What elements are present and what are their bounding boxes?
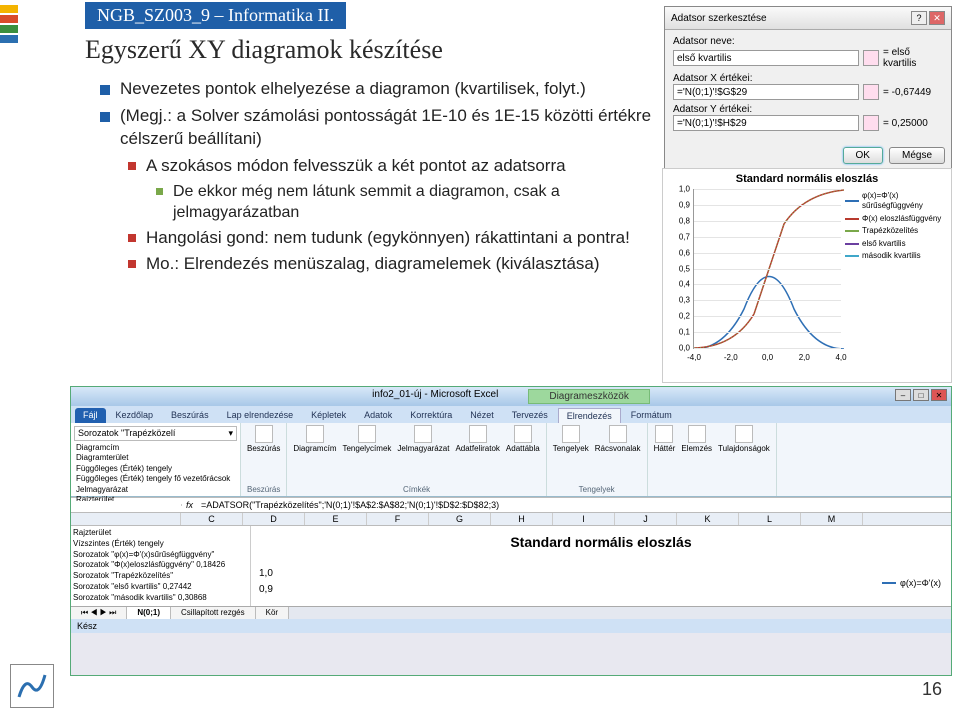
ribbon-tabs: Fájl KezdőlapBeszúrásLap elrendezéseKépl… bbox=[71, 406, 951, 423]
help-button[interactable]: ? bbox=[911, 11, 927, 25]
deco-bars bbox=[0, 5, 18, 45]
sheet-tab[interactable]: N(0;1) bbox=[127, 607, 171, 619]
chart-tools-tab: Diagrameszközök bbox=[528, 389, 649, 404]
ribbon-button[interactable]: Adatfeliratok bbox=[455, 425, 499, 453]
dialog-title: Adatsor szerkesztése bbox=[671, 13, 767, 24]
field-label: Adatsor X értékei: bbox=[673, 73, 761, 84]
chart-legend: φ(x)=Φ'(x) sűrűségfüggvényΦ(x) eloszlásf… bbox=[845, 191, 949, 263]
slide-title: Egyszerű XY diagramok készítése bbox=[85, 35, 443, 65]
eq-value: = első kvartilis bbox=[883, 47, 943, 69]
eq-value: = 0,25000 bbox=[883, 118, 943, 129]
chart-normal-dist: Standard normális eloszlás 1,00,90,80,70… bbox=[662, 168, 952, 383]
ribbon-button[interactable]: Adattábla bbox=[506, 425, 540, 453]
tab-file[interactable]: Fájl bbox=[75, 408, 106, 423]
range-picker-icon[interactable] bbox=[863, 50, 879, 66]
eq-value: = -0,67449 bbox=[883, 87, 943, 98]
maximize-button[interactable]: □ bbox=[913, 389, 929, 401]
chart-elements-panel: Sorozatok "Trapézközelí▾ DiagramcímDiagr… bbox=[71, 423, 241, 496]
range-picker-icon[interactable] bbox=[863, 115, 879, 131]
embedded-chart[interactable]: Standard normális eloszlás 1,00,9 φ(x)=Φ… bbox=[251, 526, 951, 606]
sheet-tab[interactable]: Kör bbox=[256, 607, 289, 619]
series-y-input[interactable] bbox=[673, 115, 859, 131]
tab-kezdőlap[interactable]: Kezdőlap bbox=[108, 408, 162, 423]
tab-tervezés[interactable]: Tervezés bbox=[504, 408, 556, 423]
cancel-button[interactable]: Mégse bbox=[889, 147, 945, 164]
tab-adatok[interactable]: Adatok bbox=[356, 408, 400, 423]
course-header: NGB_SZ003_9 – Informatika II. bbox=[85, 2, 346, 29]
ribbon-button[interactable]: Diagramcím bbox=[293, 425, 336, 453]
close-button[interactable]: ✕ bbox=[931, 389, 947, 401]
embedded-chart-yaxis: 1,00,9 bbox=[259, 566, 273, 598]
ribbon-group-insert: Beszúrás Beszúrás bbox=[241, 423, 287, 496]
bullet-text: (Megj.: a Solver számolási pontosságát 1… bbox=[120, 105, 660, 151]
group-label: Beszúrás bbox=[247, 485, 280, 494]
tab-formátum[interactable]: Formátum bbox=[623, 408, 680, 423]
ribbon-button[interactable]: Jelmagyarázat bbox=[397, 425, 449, 453]
tab-képletek[interactable]: Képletek bbox=[303, 408, 354, 423]
bullet-text: De ekkor még nem látunk semmit a diagram… bbox=[173, 181, 660, 224]
tab-beszúrás[interactable]: Beszúrás bbox=[163, 408, 217, 423]
chart-elements-list: RajzterületVízszintes (Érték) tengelySor… bbox=[71, 526, 251, 606]
field-label: Adatsor neve: bbox=[673, 36, 761, 47]
tab-korrektúra[interactable]: Korrektúra bbox=[402, 408, 460, 423]
grid: CDEFGHIJKLM RajzterületVízszintes (Érték… bbox=[71, 513, 951, 606]
bullet-text: Hangolási gond: nem tudunk (egykönnyen) … bbox=[146, 227, 630, 250]
group-label: Címkék bbox=[293, 485, 539, 494]
close-button[interactable]: ✕ bbox=[929, 11, 945, 25]
minimize-button[interactable]: – bbox=[895, 389, 911, 401]
formula-bar: fx =ADATSOR("Trapézközelítés";'N(0;1)'!$… bbox=[71, 497, 951, 513]
tab-nézet[interactable]: Nézet bbox=[462, 408, 502, 423]
bullet-text: Nevezetes pontok elhelyezése a diagramon… bbox=[120, 78, 586, 101]
ribbon: Sorozatok "Trapézközelí▾ DiagramcímDiagr… bbox=[71, 423, 951, 497]
status-bar: Kész bbox=[71, 619, 951, 633]
tab-elrendezés[interactable]: Elrendezés bbox=[558, 408, 621, 423]
excel-title: info2_01-új - Microsoft Excel bbox=[372, 389, 498, 404]
ribbon-button[interactable]: Tengelycímek bbox=[342, 425, 391, 453]
ribbon-group-axes: TengelyekRácsvonalak Tengelyek bbox=[547, 423, 648, 496]
name-box[interactable] bbox=[72, 504, 182, 506]
sheet-nav[interactable]: ⏮ ◀ ▶ ⏭ bbox=[71, 607, 127, 619]
embedded-chart-title: Standard normális eloszlás bbox=[251, 526, 951, 554]
range-picker-icon[interactable] bbox=[863, 84, 879, 100]
ribbon-button[interactable]: Tulajdonságok bbox=[718, 425, 770, 453]
ribbon-button[interactable]: Rácsvonalak bbox=[595, 425, 641, 453]
group-label: Tengelyek bbox=[553, 485, 641, 494]
ribbon-button[interactable]: Beszúrás bbox=[247, 425, 280, 453]
series-name-input[interactable] bbox=[673, 50, 859, 66]
ok-button[interactable]: OK bbox=[843, 147, 883, 164]
logo bbox=[10, 664, 54, 708]
field-label: Adatsor Y értékei: bbox=[673, 104, 761, 115]
ribbon-button[interactable]: Tengelyek bbox=[553, 425, 589, 453]
ribbon-group-labels: DiagramcímTengelycímekJelmagyarázatAdatf… bbox=[287, 423, 546, 496]
ribbon-button[interactable]: Elemzés bbox=[681, 425, 712, 453]
bullet-text: A szokásos módon felvesszük a két pontot… bbox=[146, 155, 566, 178]
sheet-tab[interactable]: Csillapított rezgés bbox=[171, 607, 256, 619]
formula-input[interactable]: =ADATSOR("Trapézközelítés";'N(0;1)'!$A$2… bbox=[197, 499, 950, 511]
sheet-tabs: ⏮ ◀ ▶ ⏭ N(0;1)Csillapított rezgésKör bbox=[71, 606, 951, 619]
fx-icon[interactable]: fx bbox=[182, 500, 197, 510]
edit-series-dialog: Adatsor szerkesztése ? ✕ Adatsor neve: =… bbox=[664, 6, 952, 171]
ribbon-group-other: HáttérElemzésTulajdonságok bbox=[648, 423, 777, 496]
content: Nevezetes pontok elhelyezése a diagramon… bbox=[100, 78, 660, 279]
series-x-input[interactable] bbox=[673, 84, 859, 100]
page-number: 16 bbox=[922, 679, 942, 700]
tab-lap elrendezése[interactable]: Lap elrendezése bbox=[219, 408, 302, 423]
chart-plot-area: 1,00,90,80,70,60,50,40,30,20,10,0-4,0-2,… bbox=[693, 189, 841, 349]
chart-title: Standard normális eloszlás bbox=[663, 169, 951, 189]
ribbon-button[interactable]: Háttér bbox=[654, 425, 676, 453]
embedded-chart-legend: φ(x)=Φ'(x) bbox=[882, 578, 941, 588]
element-selector[interactable]: Sorozatok "Trapézközelí▾ bbox=[74, 426, 237, 441]
excel-window: info2_01-új - Microsoft Excel Diagramesz… bbox=[70, 386, 952, 676]
bullet-text: Mo.: Elrendezés menüszalag, diagrameleme… bbox=[146, 253, 600, 276]
